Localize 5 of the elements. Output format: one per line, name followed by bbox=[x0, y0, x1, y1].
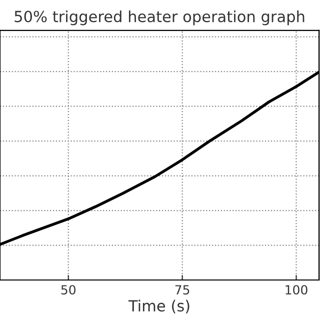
x-tick-label: 75 bbox=[175, 285, 190, 295]
x-tick-label: 50 bbox=[61, 285, 76, 295]
x-tick-label: 100 bbox=[286, 285, 308, 295]
x-axis-title: Time (s) bbox=[128, 300, 190, 314]
chart-title: 50% triggered heater operation graph bbox=[14, 10, 304, 26]
